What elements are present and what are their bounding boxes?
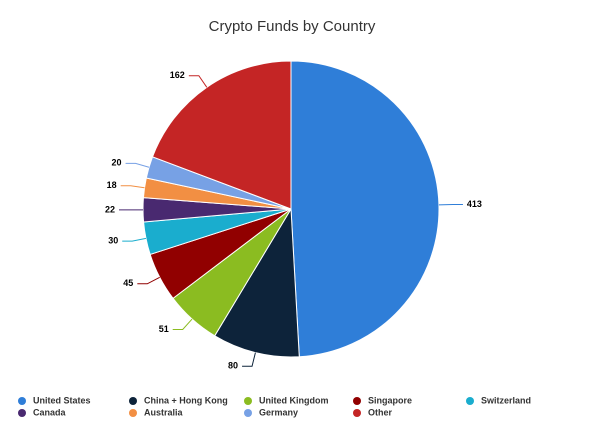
data-label: 22 — [105, 204, 115, 214]
connector — [137, 276, 160, 285]
legend-label[interactable]: Germany — [259, 407, 298, 417]
pie-slice — [214, 207, 300, 358]
connector — [172, 318, 193, 330]
legend-label[interactable]: United Kingdom — [259, 395, 329, 405]
data-label: 51 — [159, 324, 169, 334]
legend-marker[interactable] — [18, 409, 26, 417]
connector — [120, 185, 145, 189]
data-label: 30 — [108, 236, 118, 246]
data-label: 45 — [123, 278, 133, 288]
data-label: 80 — [228, 361, 238, 371]
legend-label[interactable]: Australia — [144, 407, 184, 417]
data-label: 162 — [170, 70, 185, 80]
legend-marker[interactable] — [244, 397, 252, 405]
connector — [188, 75, 208, 88]
legend-label[interactable]: United States — [33, 395, 91, 405]
data-label: 20 — [112, 158, 122, 168]
legend-label[interactable]: Switzerland — [481, 395, 531, 405]
connector — [242, 352, 256, 367]
legend-marker[interactable] — [129, 409, 137, 417]
connector — [122, 237, 147, 242]
data-label: 413 — [467, 199, 482, 209]
legend-label[interactable]: Singapore — [368, 395, 412, 405]
legend-marker[interactable] — [18, 397, 26, 405]
legend-marker[interactable] — [466, 397, 474, 405]
legend-label[interactable]: China + Hong Kong — [144, 395, 228, 405]
data-label: 18 — [107, 180, 117, 190]
legend-marker[interactable] — [353, 397, 361, 405]
connector — [125, 162, 150, 168]
chart-title: Crypto Funds by Country — [209, 18, 376, 35]
legend-label[interactable]: Other — [368, 407, 393, 417]
legend-label[interactable]: Canada — [33, 407, 67, 417]
legend-marker[interactable] — [129, 397, 137, 405]
legend-marker[interactable] — [353, 409, 361, 417]
legend-marker[interactable] — [244, 409, 252, 417]
